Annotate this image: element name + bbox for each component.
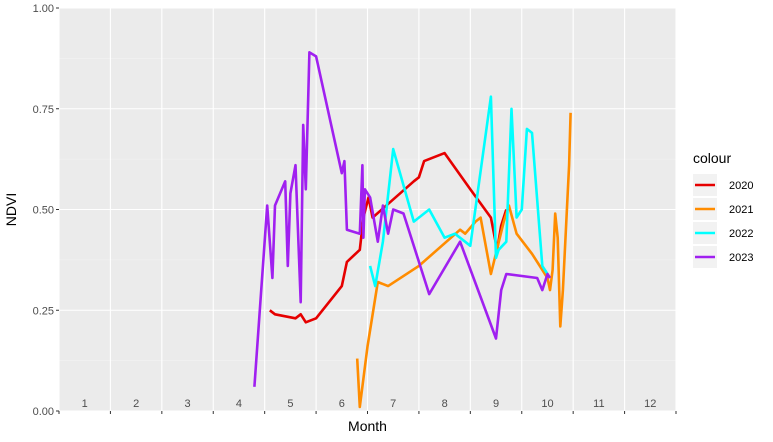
x-tick-label: 4 [236, 398, 242, 410]
x-tick-label: 11 [593, 398, 604, 410]
series-line-2023 [253, 51, 552, 387]
legend-title: colour [693, 150, 731, 166]
x-tick-label: 3 [184, 398, 190, 410]
series-line-2020 [269, 151, 508, 324]
series-line-2022 [368, 95, 549, 288]
legend: colour 2020 2021 2022 2023 [693, 150, 753, 268]
y-tick-label: 0.75 [33, 104, 54, 116]
x-tick-label: 7 [390, 398, 396, 410]
grid-lines [58, 7, 677, 412]
series-lines [253, 51, 572, 409]
y-tick-label: 0.50 [33, 205, 54, 217]
legend-label-2023: 2023 [729, 252, 753, 264]
x-tick-label: 5 [287, 398, 293, 410]
x-tick-label: 10 [541, 398, 553, 410]
legend-label-2022: 2022 [729, 228, 753, 240]
y-axis-title: NDVI [3, 193, 19, 226]
y-tick-label: 1.00 [33, 3, 54, 15]
legend-label-2020: 2020 [729, 180, 753, 192]
legend-label-2021: 2021 [729, 204, 753, 216]
x-tick-label: 2 [133, 398, 139, 410]
x-tick-label: 8 [442, 398, 448, 410]
y-tick-label: 0.25 [33, 305, 54, 317]
y-tick-label: 0.00 [33, 406, 54, 418]
x-tick-label: 6 [339, 398, 345, 410]
x-tick-label: 9 [493, 398, 499, 410]
x-axis-title: Month [348, 418, 387, 434]
x-tick-label: 1 [82, 398, 88, 410]
axes: 0.000.250.500.751.001 2 3 4 5 6 7 8 9 10 11 12 [33, 3, 677, 418]
x-tick-label: 12 [644, 398, 656, 410]
